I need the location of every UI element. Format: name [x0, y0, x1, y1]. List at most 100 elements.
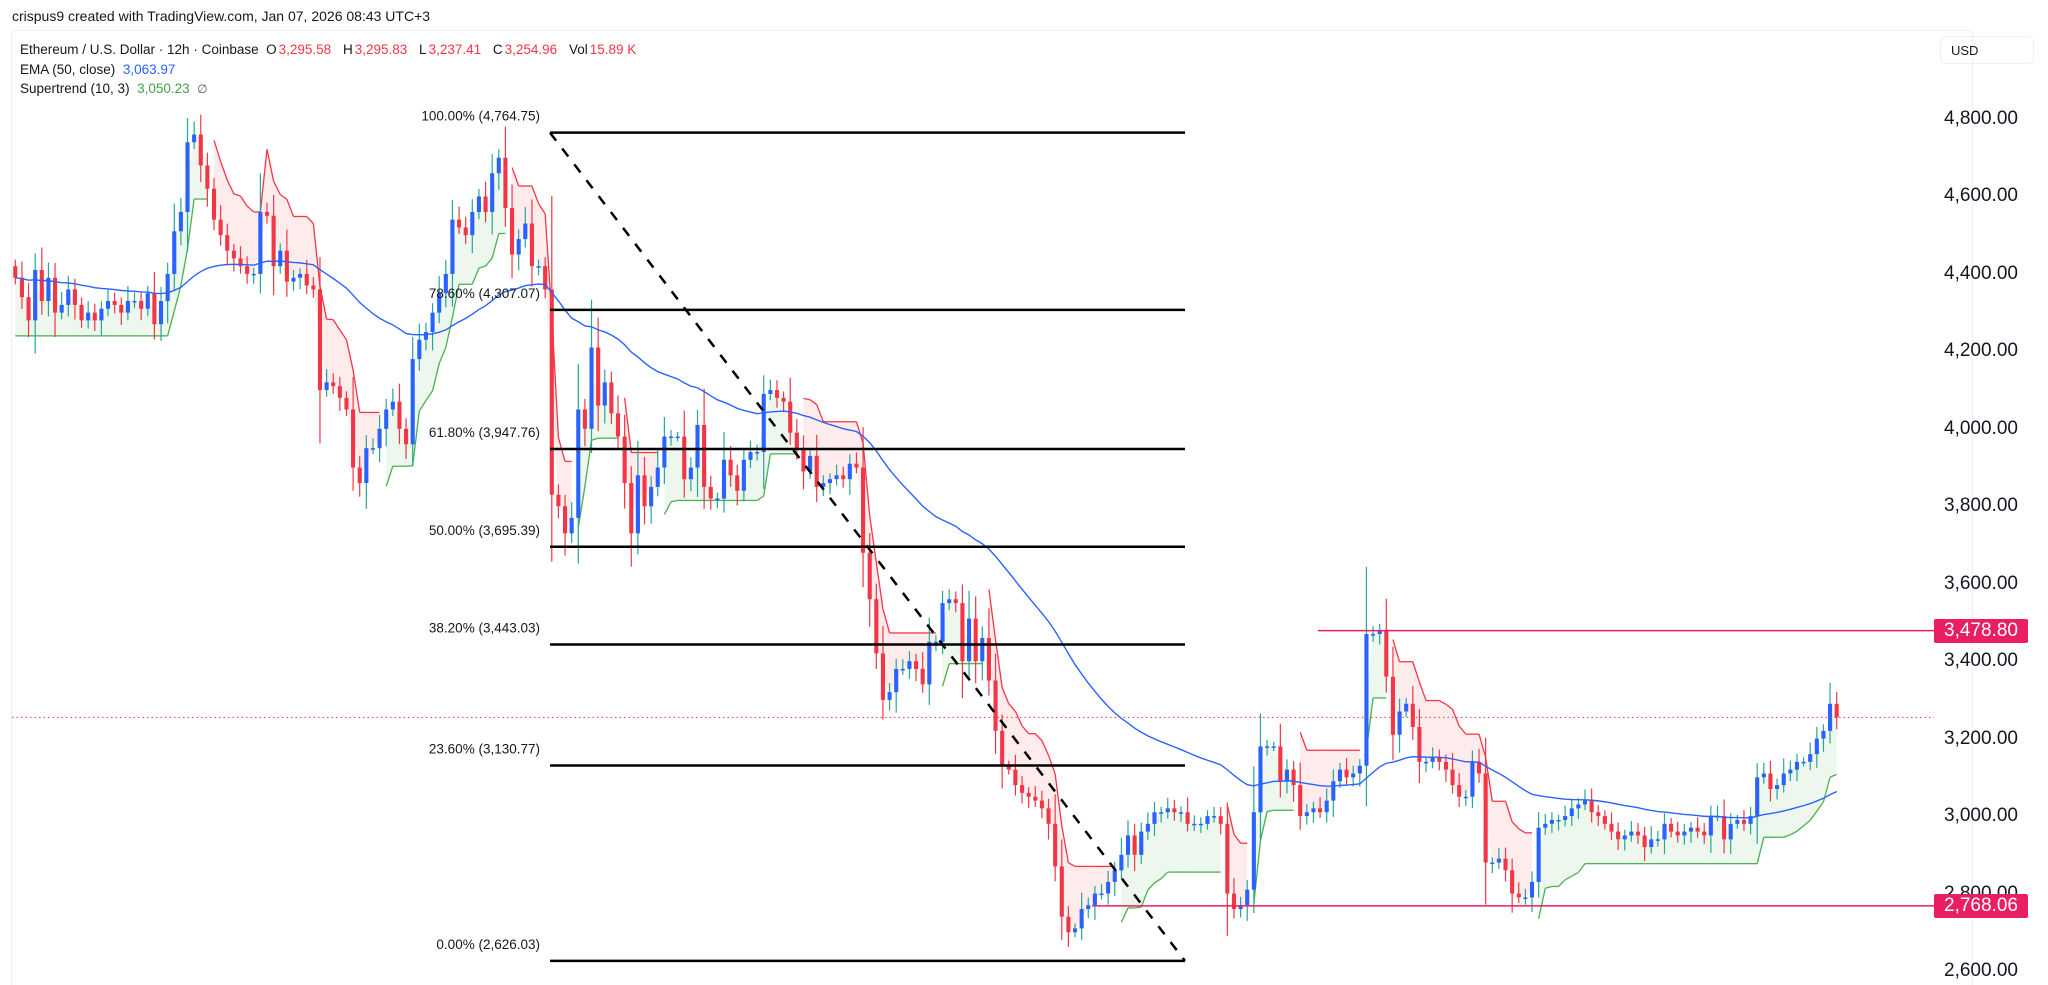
candle-body [285, 251, 289, 282]
candle-body [1073, 928, 1077, 932]
candle-body [331, 382, 335, 386]
candle-body [1013, 770, 1017, 785]
supertrend-fill [1691, 830, 1698, 864]
supertrend-fill [777, 394, 784, 454]
candle-body [1305, 812, 1309, 816]
candle-body [1331, 781, 1335, 800]
candle-body [1662, 824, 1666, 839]
supertrend-fill [1618, 835, 1625, 863]
supertrend-fill [1313, 750, 1320, 810]
candle-body [702, 425, 706, 487]
candle-body [192, 134, 196, 142]
supertrend-fill [479, 204, 486, 268]
candle-body [1523, 897, 1527, 899]
candle-body [550, 289, 554, 494]
candle-body [338, 386, 342, 398]
candle-body [1444, 762, 1448, 770]
candle-body [1735, 820, 1739, 824]
candle-body [457, 220, 461, 228]
price-axis-tick: 2,600.00 [1944, 960, 2018, 982]
candle-body [172, 231, 176, 274]
candle-body [1146, 824, 1150, 832]
price-axis-tick: 4,600.00 [1944, 185, 2018, 207]
candle-body [146, 293, 150, 308]
supertrend-fill [1022, 726, 1029, 795]
supertrend-fill [1744, 820, 1751, 864]
candle-body [1424, 762, 1428, 764]
price-axis-tick: 4,400.00 [1944, 263, 2018, 285]
candle-body [1682, 832, 1686, 836]
candle-body [113, 301, 117, 305]
price-axis-tick: 4,200.00 [1944, 340, 2018, 362]
candle-body [715, 499, 719, 501]
candle-body [351, 409, 355, 467]
candle-body [371, 448, 375, 450]
supertrend-fill [1194, 824, 1201, 872]
candle-body [589, 347, 593, 428]
candle-body [318, 289, 322, 390]
supertrend-fill [1188, 818, 1195, 872]
supertrend-fill [1519, 829, 1526, 898]
candle-body [980, 638, 984, 661]
candle-body [1133, 835, 1137, 854]
candle-body [1225, 824, 1229, 894]
candle-body [748, 452, 752, 460]
candle-body [603, 382, 607, 405]
candle-body [411, 359, 415, 444]
candle-body [954, 599, 958, 603]
supertrend-fill [1168, 810, 1175, 872]
candle-body [1338, 770, 1342, 782]
candle-body [1643, 835, 1647, 847]
candle-body [556, 495, 560, 507]
candle-body [1119, 855, 1123, 870]
candle-body [960, 603, 964, 661]
candle-body [1795, 762, 1799, 770]
candle-body [1099, 894, 1103, 896]
price-axis-tick: 4,800.00 [1944, 108, 2018, 130]
supertrend-fill [1201, 820, 1208, 872]
candle-body [66, 289, 70, 304]
candle-body [431, 313, 435, 332]
candle-body [848, 464, 852, 479]
candle-body [974, 619, 978, 662]
supertrend-fill [1552, 820, 1559, 887]
candle-body [424, 332, 428, 340]
candle-body [252, 274, 256, 276]
candle-body [755, 452, 759, 454]
candle-body [669, 437, 673, 439]
candle-body [60, 305, 64, 313]
candle-body [1285, 770, 1289, 782]
candle-body [179, 212, 183, 231]
candle-body [1066, 917, 1070, 932]
candle-body [854, 464, 858, 468]
supertrend-fill [1439, 701, 1446, 766]
fib-level-label: 61.80% (3,947.76) [429, 425, 540, 440]
candle-body [79, 305, 83, 320]
candle-body [1126, 835, 1130, 854]
candle-body [358, 468, 362, 483]
candle-body [1179, 812, 1183, 814]
candle-body [497, 158, 501, 173]
candle-body [1437, 758, 1441, 762]
candle-body [1503, 859, 1507, 871]
candle-body [1272, 746, 1276, 748]
candle-body [1603, 816, 1607, 824]
candle-body [1676, 832, 1680, 836]
candle-body [888, 692, 892, 700]
candle-body [993, 681, 997, 731]
ema-line [15, 261, 1836, 818]
supertrend-fill [333, 320, 340, 392]
candle-body [1808, 754, 1812, 762]
candle-body [1159, 812, 1163, 814]
supertrend-fill [1678, 834, 1685, 864]
candle-body [1742, 820, 1746, 824]
candle-body [536, 266, 540, 268]
candle-body [517, 239, 521, 254]
candle-body [1490, 863, 1494, 865]
candle-body [782, 398, 786, 402]
candle-body [729, 460, 733, 475]
supertrend-fill [1545, 822, 1552, 888]
resistance-price-tag: 3,478.80 [1934, 619, 2028, 643]
candle-body [40, 270, 44, 301]
